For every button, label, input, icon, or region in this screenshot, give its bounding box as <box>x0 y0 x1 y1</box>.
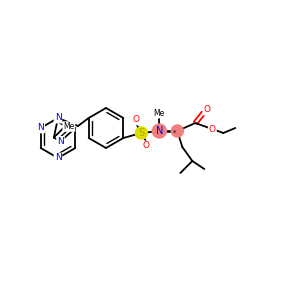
Text: N: N <box>55 113 62 122</box>
Text: O: O <box>204 106 211 115</box>
Text: N: N <box>156 126 163 136</box>
Text: O: O <box>143 142 150 151</box>
Text: N: N <box>37 124 44 133</box>
Circle shape <box>171 125 183 137</box>
Text: O: O <box>209 124 216 134</box>
Text: O: O <box>133 116 140 124</box>
Text: N: N <box>55 154 62 163</box>
Circle shape <box>135 127 147 139</box>
Text: Me: Me <box>63 122 74 131</box>
Text: S: S <box>138 128 144 138</box>
Text: N: N <box>57 137 64 146</box>
Text: *: * <box>172 130 176 136</box>
Circle shape <box>152 124 166 138</box>
Text: Me: Me <box>154 110 165 118</box>
